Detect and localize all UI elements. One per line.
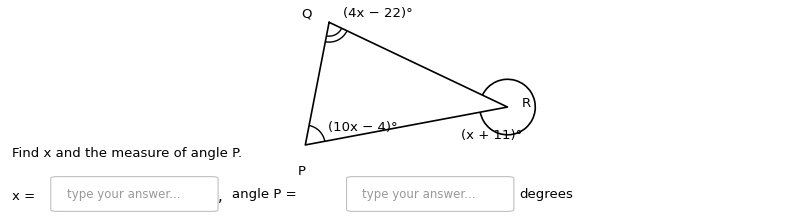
Text: (x + 11)°: (x + 11)° — [461, 129, 523, 142]
Text: x =: x = — [12, 190, 35, 203]
FancyBboxPatch shape — [347, 177, 514, 211]
Text: type your answer...: type your answer... — [362, 188, 476, 200]
FancyBboxPatch shape — [51, 177, 218, 211]
Text: Find x and the measure of angle P.: Find x and the measure of angle P. — [12, 147, 242, 160]
Text: degrees: degrees — [519, 188, 573, 200]
Text: (10x − 4)°: (10x − 4)° — [328, 121, 397, 134]
Text: P: P — [297, 165, 305, 178]
Text: angle P =: angle P = — [232, 188, 296, 200]
Text: type your answer...: type your answer... — [67, 188, 180, 200]
Text: ,: , — [218, 189, 223, 204]
Text: (4x − 22)°: (4x − 22)° — [343, 7, 413, 20]
Text: Q: Q — [301, 7, 312, 20]
Text: R: R — [522, 97, 531, 110]
